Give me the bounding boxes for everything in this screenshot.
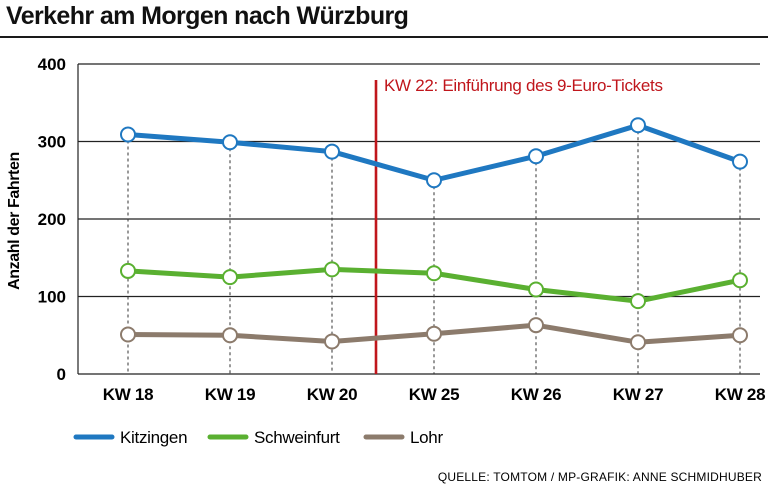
legend: Kitzingen Schweinfurt Lohr	[73, 428, 444, 447]
title-bar: Verkehr am Morgen nach Würzburg	[0, 0, 768, 38]
legend-label: Lohr	[410, 428, 443, 447]
data-point	[324, 143, 340, 160]
data-point	[528, 281, 544, 298]
data-point	[630, 117, 646, 134]
data-point	[630, 293, 646, 310]
data-point	[222, 269, 238, 286]
y-axis-label: Anzahl der Fahrten	[6, 152, 23, 290]
data-point	[324, 333, 340, 350]
legend-label: Kitzingen	[120, 428, 187, 447]
gridlines	[77, 63, 760, 375]
data-point	[630, 334, 646, 351]
data-point	[426, 172, 442, 189]
y-tick-label: 400	[38, 55, 66, 74]
annotation: KW 22: Einführung des 9-Euro-Tickets	[374, 76, 663, 374]
data-point	[426, 325, 442, 342]
data-point	[426, 265, 442, 282]
y-axis-ticks: 0 100 200 300 400	[38, 55, 66, 384]
data-point	[222, 134, 238, 151]
data-point	[222, 327, 238, 344]
title-divider	[0, 36, 768, 38]
data-point	[528, 148, 544, 165]
y-tick-label: 100	[38, 288, 66, 307]
data-point	[732, 327, 748, 344]
data-point	[732, 272, 748, 289]
series-lines	[120, 117, 748, 351]
y-tick-label: 0	[57, 365, 66, 384]
data-point	[120, 126, 136, 143]
x-tick-label: KW 25	[409, 385, 459, 404]
legend-label: Schweinfurt	[254, 428, 340, 447]
x-tick-label: KW 28	[715, 385, 765, 404]
x-tick-label: KW 27	[613, 385, 663, 404]
data-point	[324, 261, 340, 278]
x-axis-ticks: KW 18 KW 19 KW 20 KW 25 KW 26 KW 27 KW 28	[103, 385, 766, 404]
series-line	[125, 122, 743, 183]
data-point	[732, 153, 748, 170]
data-point	[120, 326, 136, 343]
y-tick-label: 200	[38, 210, 66, 229]
chart-title: Verkehr am Morgen nach Würzburg	[6, 2, 409, 30]
x-tick-label: KW 20	[307, 385, 357, 404]
annotation-label: KW 22: Einführung des 9-Euro-Tickets	[384, 76, 663, 95]
x-tick-label: KW 26	[511, 385, 561, 404]
source-note: QUELLE: TOMTOM / MP-GRAFIK: ANNE SCHMIDH…	[438, 470, 762, 484]
y-tick-label: 300	[38, 133, 66, 152]
x-tick-label: KW 19	[205, 385, 255, 404]
data-point	[120, 262, 136, 279]
x-tick-label: KW 18	[103, 385, 153, 404]
data-point	[528, 317, 544, 334]
